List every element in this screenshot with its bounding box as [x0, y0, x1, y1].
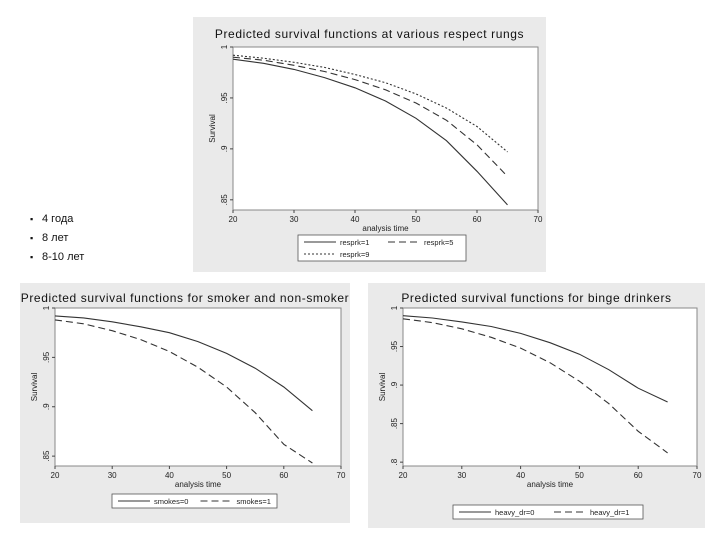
x-tick-label: 20: [229, 215, 238, 224]
y-tick-label: .95: [390, 340, 399, 352]
x-axis-label: analysis time: [175, 480, 222, 489]
series-line: [232, 56, 508, 177]
y-tick-label: .8: [390, 458, 399, 465]
bullet-item: ▪ 4 года: [30, 210, 84, 229]
y-axis-label: Survival: [208, 114, 217, 143]
bullet-dot: ▪: [30, 214, 34, 224]
chart-title: Predicted survival functions at various …: [214, 27, 525, 41]
bullet-text: 8-10 лет: [42, 251, 85, 263]
x-tick-label: 20: [51, 471, 60, 480]
y-tick-label: .9: [42, 403, 51, 410]
x-tick-label: 50: [222, 471, 231, 480]
y-tick-label: 1: [390, 305, 399, 310]
bullet-list: ▪ 4 года ▪ 8 лет ▪ 8-10 лет: [30, 210, 84, 267]
x-tick-label: 30: [108, 471, 117, 480]
x-tick-label: 60: [634, 471, 643, 480]
x-tick-label: 20: [399, 471, 408, 480]
y-tick-label: .95: [42, 351, 51, 363]
chart-panel-smoker: Predicted survival functions for smoker …: [20, 283, 350, 523]
x-tick-label: 30: [457, 471, 466, 480]
plot-area: [402, 307, 698, 467]
x-tick-label: 40: [351, 215, 360, 224]
series-line: [402, 318, 668, 454]
bullet-text: 8 лет: [42, 232, 69, 244]
y-tick-label: 1: [42, 305, 51, 310]
chart-respect-rungs: 20 30 40 50 60 70 .85 .9 .95 1 analysis time Surviv…: [208, 44, 543, 262]
y-tick-label: 1: [220, 44, 229, 49]
y-tick-label: .85: [220, 194, 229, 206]
y-axis-label: Survival: [30, 373, 39, 402]
legend-label: heavy_dr=1: [590, 508, 629, 517]
x-tick-label: 40: [165, 471, 174, 480]
x-tick-label: 40: [516, 471, 525, 480]
bullet-item: ▪ 8 лет: [30, 229, 84, 248]
legend-label: heavy_dr=0: [495, 508, 534, 517]
series-line: [54, 315, 313, 412]
x-tick-label: 60: [473, 215, 482, 224]
x-axis-label: analysis time: [362, 224, 409, 233]
legend-label: resprk=1: [340, 238, 369, 247]
y-tick-label: .9: [390, 381, 399, 388]
bullet-item: ▪ 8-10 лет: [30, 248, 84, 267]
chart-title: Predicted survival functions for binge d…: [401, 291, 672, 305]
legend-box: [452, 504, 644, 520]
y-tick-label: .85: [390, 418, 399, 430]
legend-box: [111, 493, 278, 509]
series-line: [54, 319, 313, 464]
series-line: [232, 58, 508, 206]
legend-label: smokes=0: [154, 497, 188, 506]
legend-label: resprk=9: [340, 250, 369, 259]
x-tick-label: 70: [337, 471, 346, 480]
x-tick-label: 70: [534, 215, 543, 224]
x-tick-label: 30: [290, 215, 299, 224]
chart-title: Predicted survival functions for smoker …: [20, 291, 350, 305]
plot-area: [54, 307, 342, 467]
chart-smoker: 20 30 40 50 60 70 .85 .9 .95 1 analysis time Surviv…: [30, 305, 346, 509]
bullet-dot: ▪: [30, 233, 34, 243]
x-axis-label: analysis time: [527, 480, 574, 489]
bullet-dot: ▪: [30, 252, 34, 262]
x-tick-label: 70: [693, 471, 702, 480]
chart-binge-drinkers: 20 30 40 50 60 70 .8 .85 .9 .95 1 analysis time Surv…: [378, 305, 702, 520]
y-tick-label: .9: [220, 145, 229, 152]
plot-area: [232, 46, 539, 211]
legend-box: [297, 234, 467, 262]
x-tick-label: 50: [575, 471, 584, 480]
chart-panel-respect: Predicted survival functions at various …: [193, 17, 546, 272]
chart-panel-binge: Predicted survival functions for binge d…: [368, 283, 705, 528]
legend-label: smokes=1: [237, 497, 271, 506]
y-tick-label: .95: [220, 92, 229, 104]
x-tick-label: 60: [279, 471, 288, 480]
series-line: [402, 315, 668, 403]
y-tick-label: .85: [42, 450, 51, 462]
y-axis-label: Survival: [378, 373, 387, 402]
x-tick-label: 50: [412, 215, 421, 224]
legend-label: resprk=5: [424, 238, 453, 247]
bullet-text: 4 года: [42, 213, 74, 225]
